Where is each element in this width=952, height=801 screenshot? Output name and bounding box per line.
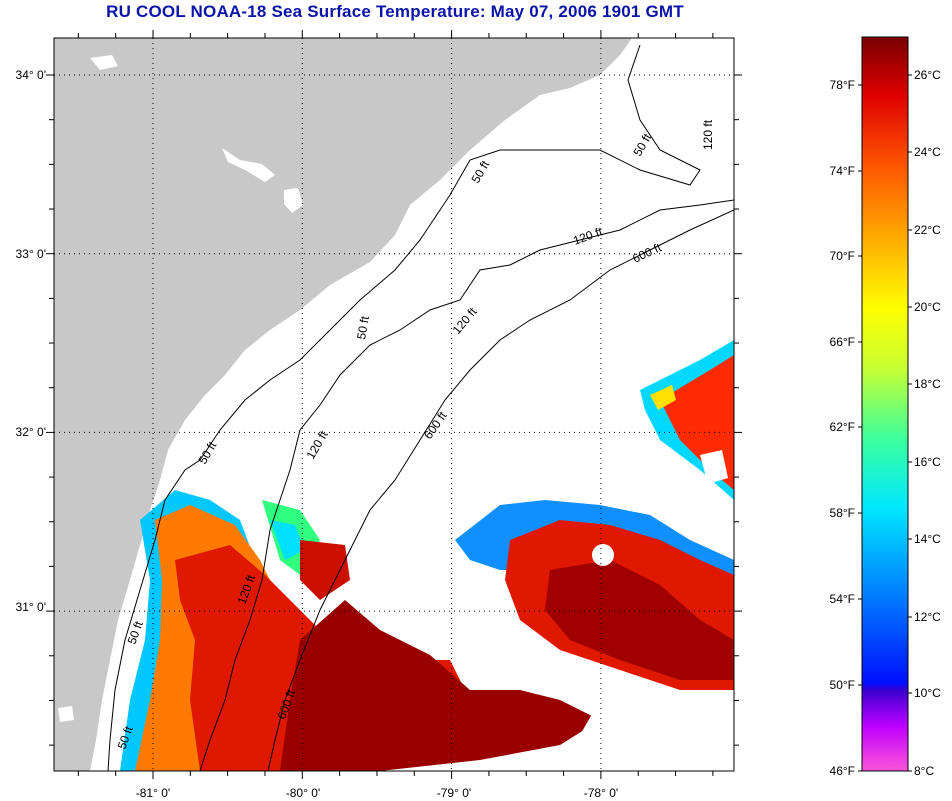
lon-label: -81° 0' — [136, 786, 170, 800]
colorbar-c-label: 16°C — [914, 455, 941, 469]
colorbar-f-label: 54°F — [830, 592, 855, 606]
colorbar-f-label: 66°F — [830, 335, 855, 349]
colorbar-c-label: 24°C — [914, 145, 941, 159]
colorbar-f-label: 62°F — [830, 420, 855, 434]
lon-label: -79° 0' — [437, 786, 471, 800]
colorbar-f-label: 58°F — [830, 506, 855, 520]
sst-patch-cyan — [270, 520, 305, 560]
lat-label: 32° 0' — [16, 425, 46, 439]
lon-label: -78° 0' — [584, 786, 618, 800]
colorbar-c-label: 22°C — [914, 223, 941, 237]
colorbar-c-label: 8°C — [914, 764, 934, 778]
colorbar-c-label: 20°C — [914, 300, 941, 314]
sst-core — [280, 600, 600, 771]
cloud-gap — [700, 450, 728, 484]
axis-ticks — [46, 30, 742, 779]
colorbar-f-label: 74°F — [830, 164, 855, 178]
lat-label: 31° 0' — [16, 600, 46, 614]
colorbar-f-label: 46°F — [830, 764, 855, 778]
inland-water — [222, 148, 275, 182]
contour-120ft — [199, 199, 734, 771]
colorbar-f-label: 70°F — [830, 249, 855, 263]
lat-label: 33° 0' — [16, 247, 46, 261]
graticule — [54, 38, 734, 771]
cloud-gap — [592, 544, 614, 566]
sst-patch-yellow — [650, 385, 676, 410]
colorbar-f-label: 78°F — [830, 78, 855, 92]
contour-600ft — [267, 209, 734, 771]
bathymetry-label: 120 ft — [701, 119, 715, 150]
colorbar-scale — [861, 36, 909, 772]
inland-water — [90, 55, 118, 70]
inland-water — [284, 188, 303, 213]
cloud-gap — [560, 690, 734, 771]
colorbar-c-label: 10°C — [914, 686, 941, 700]
sst-patch-red — [300, 540, 350, 600]
colorbar: 78°F 74°F 70°F 66°F 62°F 58°F 54°F 50°F … — [830, 36, 941, 778]
sst-stream-core — [545, 560, 734, 680]
colorbar-c-label: 18°C — [914, 377, 941, 391]
map-frame — [53, 37, 735, 772]
colorbar-f-label: 50°F — [830, 678, 855, 692]
map-title: RU COOL NOAA-18 Sea Surface Temperature:… — [106, 2, 684, 21]
lat-label: 34° 0' — [16, 68, 46, 82]
colorbar-c-label: 26°C — [914, 68, 941, 82]
inland-water — [58, 706, 74, 722]
bathymetry-label: 50 ft — [354, 314, 372, 340]
colorbar-c-label: 12°C — [914, 610, 941, 624]
colorbar-c-label: 14°C — [914, 532, 941, 546]
lon-label: -80° 0' — [286, 786, 320, 800]
land-mass — [54, 38, 632, 771]
